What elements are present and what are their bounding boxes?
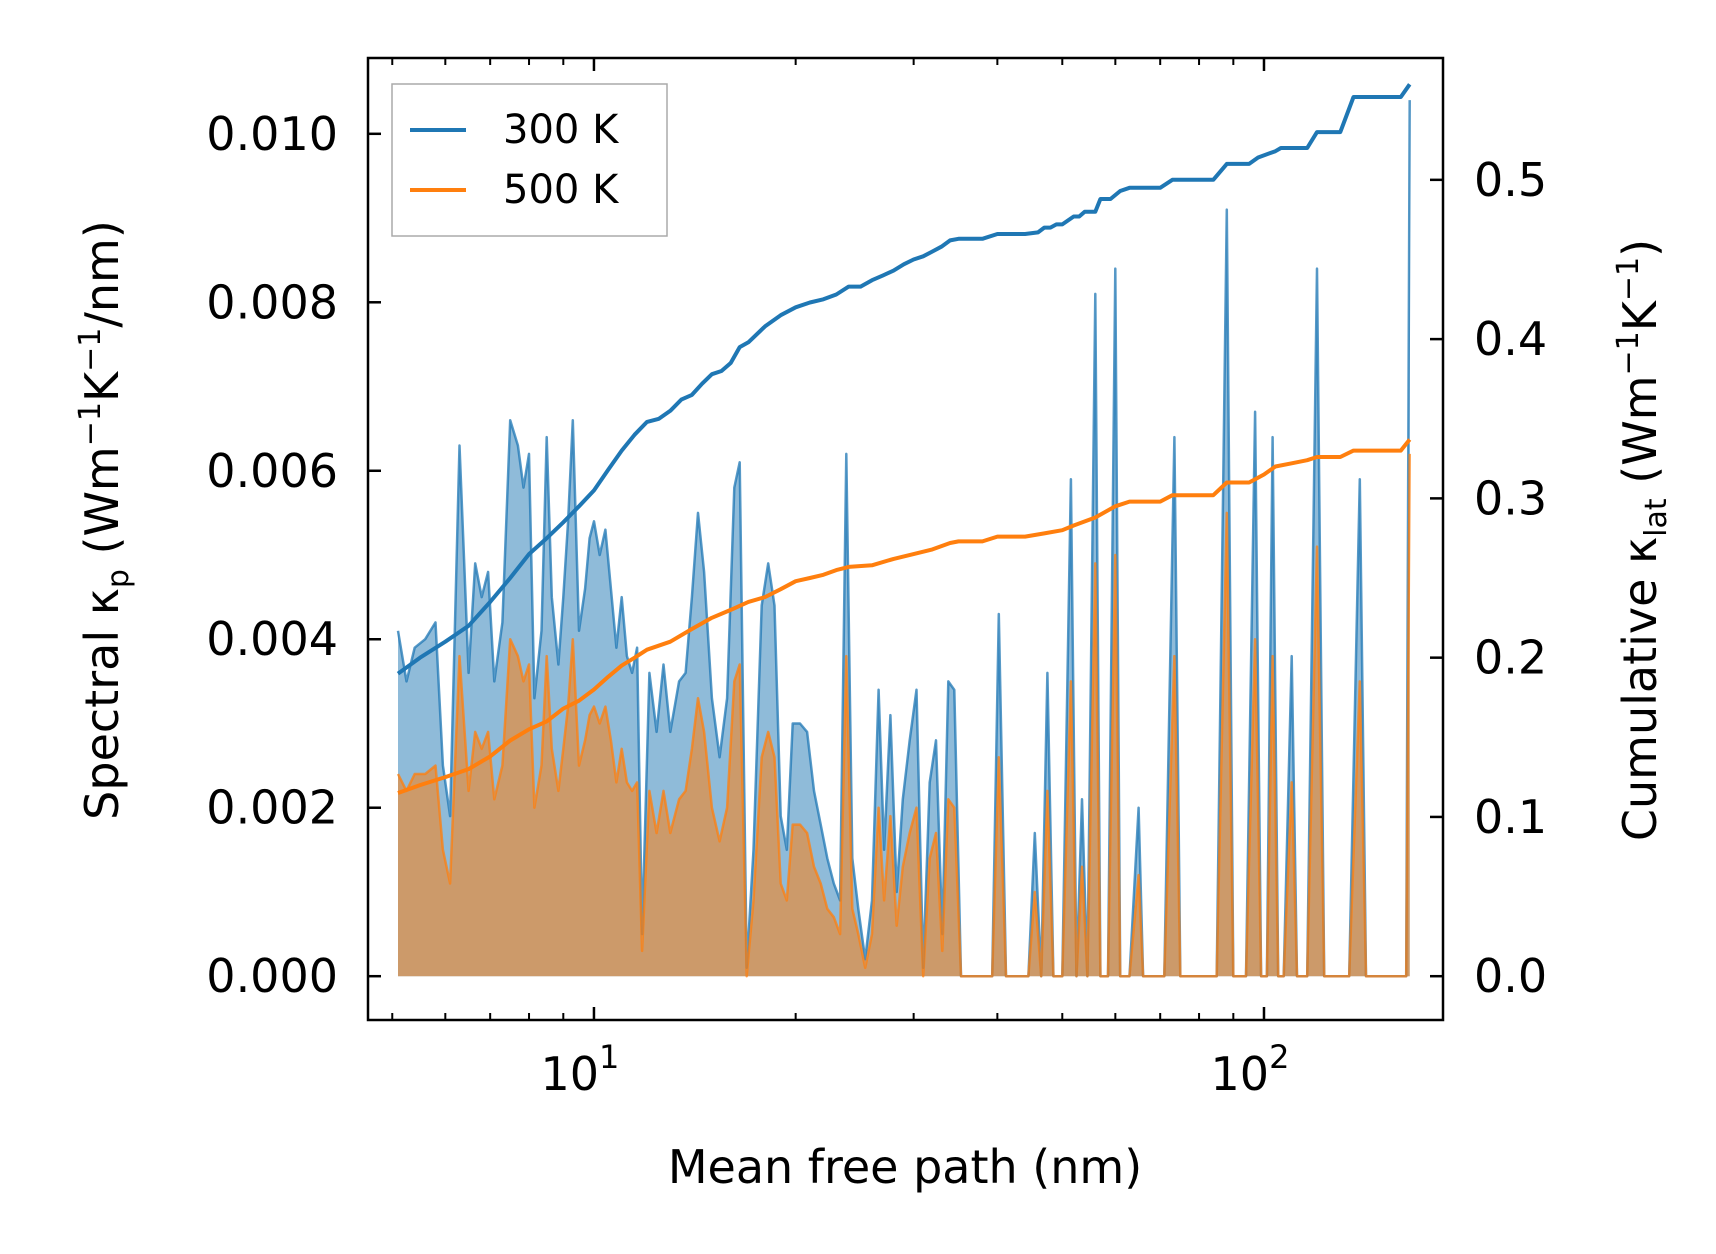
x-tick-label: 102 [1211, 1038, 1290, 1101]
spectral-fill-layer [398, 100, 1410, 977]
cumulative-line-500k [397, 438, 1412, 795]
y-axis-left-title: Spectral κp (Wm−1K−1/nm) [73, 220, 136, 820]
y-right-tick-label: 0.5 [1474, 153, 1547, 207]
y-left-tick-label: 0.006 [206, 444, 338, 498]
plot-frame [366, 56, 1445, 1022]
spectral-line-layer [396, 100, 1411, 978]
spectral-area-500k [398, 453, 1410, 977]
y-left-tick-label: 0.002 [206, 781, 338, 835]
y-right-tick-label: 0.4 [1474, 312, 1547, 366]
legend-label-300k: 300 K [503, 107, 620, 153]
y-right-tick-label: 0.0 [1474, 949, 1547, 1003]
spectral-area-300k [398, 100, 1410, 977]
cumulative-line-300k [396, 83, 1412, 676]
y-right-tick-label: 0.3 [1474, 471, 1547, 525]
y-axis-right-title: Cumulative κlat (Wm−1K−1) [1611, 239, 1674, 841]
x-tick-label-exponent: 2 [1269, 1038, 1289, 1076]
cumulative-line-layer [396, 83, 1412, 795]
spectral-line-500k [396, 453, 1411, 978]
x-tick-label-exponent: 1 [599, 1038, 619, 1076]
y-left-tick-label: 0.010 [206, 107, 338, 161]
legend-frame [391, 83, 668, 237]
y-right-tick-label: 0.1 [1474, 790, 1547, 844]
x-tick-label: 101 [541, 1038, 620, 1101]
y-left-tick-label: 0.004 [206, 612, 338, 666]
x-axis-title: Mean free path (nm) [668, 1140, 1142, 1194]
tick-layer: 101 102 0.000 0.002 0.004 0.006 0.008 0.010 0.0 0… [206, 58, 1547, 1101]
y-left-tick-label: 0.008 [206, 275, 338, 329]
y-right-tick-label: 0.2 [1474, 631, 1547, 685]
legend-label-500k: 500 K [503, 167, 620, 213]
legend: 300 K 500 K [391, 83, 668, 237]
y-left-tick-label: 0.000 [206, 949, 338, 1003]
